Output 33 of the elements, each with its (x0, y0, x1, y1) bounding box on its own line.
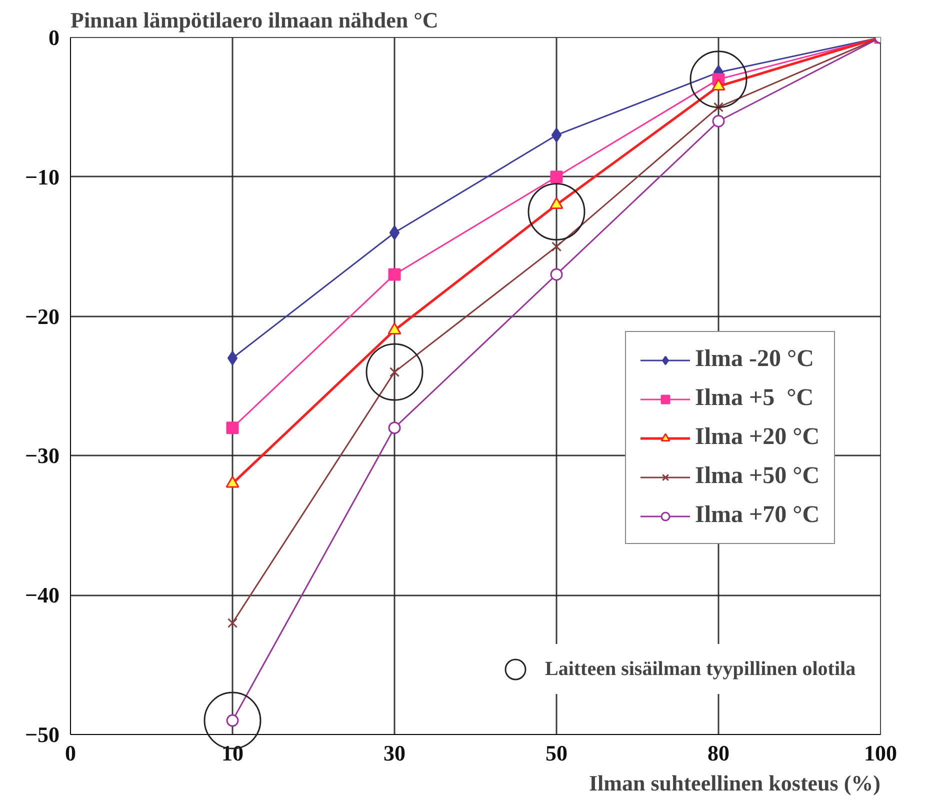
point (550, 268, 563, 281)
x-tick-label: 30 (384, 740, 406, 766)
point (226, 422, 239, 434)
legend-label: Ilma +20 °C (695, 424, 820, 451)
y-tick-label: 0 (48, 25, 60, 50)
x-tick-label: 80 (708, 740, 730, 766)
y-tick-label: −30 (24, 443, 60, 468)
point (389, 225, 400, 240)
x-tick-label: 0 (65, 740, 76, 766)
point (551, 128, 562, 142)
point (388, 268, 401, 281)
point (712, 114, 725, 128)
point (228, 618, 238, 628)
point (390, 367, 400, 378)
point (550, 170, 563, 184)
y-tick-label: −20 (24, 304, 60, 329)
x-tick-label: 50 (546, 740, 568, 766)
legend-label: Ilma -20 °C (695, 346, 814, 373)
x-axis-title: Ilman suhteellinen kosteus (%) (588, 770, 881, 796)
y-tick-label: −50 (24, 722, 60, 747)
point (714, 102, 724, 112)
legend-label: Ilma +5 °C (695, 385, 814, 412)
y-tick-label: −10 (24, 164, 60, 190)
point (226, 714, 239, 727)
x-tick-label: 100 (864, 740, 897, 766)
point (552, 242, 562, 252)
y-axis-title: Pinnan lämpötilaero ilmaan nähden °C (70, 8, 438, 32)
legend-label: Ilma +50 °C (695, 463, 820, 490)
legend-label: Laitteen sisäilman tyypillinen olotila (545, 658, 856, 680)
legend-label: Ilma +70 °C (695, 502, 820, 529)
point (388, 422, 401, 434)
y-tick-label: −40 (24, 582, 60, 608)
point (227, 350, 238, 366)
